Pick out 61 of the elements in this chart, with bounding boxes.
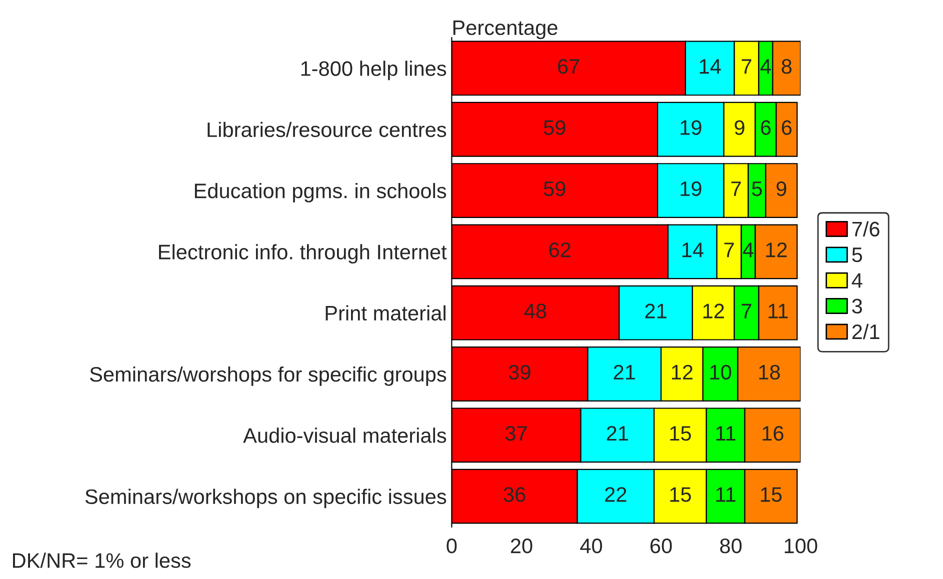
x-tick-label: 80: [720, 538, 742, 554]
legend-label: 4: [852, 273, 862, 288]
data-label: 7: [731, 182, 741, 196]
data-label: 36: [504, 487, 526, 502]
x-tick-label: 100: [784, 538, 818, 554]
data-label: 10: [710, 364, 732, 380]
legend-label: 2/1: [852, 324, 880, 340]
data-label: 7: [724, 242, 734, 258]
data-label: 11: [768, 304, 788, 318]
data-label: 16: [762, 426, 784, 441]
y-tick-label: Seminars/workshops on specific issues: [85, 488, 446, 508]
data-label: 4: [760, 59, 771, 74]
data-label: 12: [703, 304, 724, 318]
data-label: 59: [544, 120, 566, 135]
data-label: 15: [760, 487, 782, 502]
data-label: 12: [766, 242, 787, 258]
data-label: 18: [759, 364, 780, 380]
data-label: 19: [680, 181, 702, 196]
y-tick-label: Audio-visual materials: [243, 428, 446, 443]
data-label: 37: [505, 426, 527, 441]
data-label: 11: [716, 487, 736, 502]
data-label: 21: [645, 304, 666, 318]
data-label: 14: [682, 242, 704, 258]
y-tick-label: Libraries/resource centres: [208, 122, 446, 138]
data-label: 21: [614, 364, 635, 380]
data-label: 9: [776, 181, 786, 196]
data-label: 11: [716, 426, 736, 441]
x-tick-label: 20: [510, 538, 532, 554]
data-label: 4: [742, 242, 754, 258]
data-label: 12: [672, 364, 693, 380]
data-label: 7: [742, 304, 752, 318]
text: DK/NR= 1% or less: [13, 552, 191, 568]
data-label: 6: [782, 120, 792, 135]
data-label: 8: [782, 59, 792, 74]
y-tick-label: Education pgms. in schools: [194, 182, 446, 202]
y-tick-label: Electronic info. through Internet: [159, 244, 447, 264]
data-label: 19: [680, 120, 702, 135]
x-tick-label: 0: [446, 538, 457, 554]
data-label: 59: [544, 181, 566, 196]
data-label: 48: [524, 304, 546, 318]
x-tick-label: 40: [580, 538, 602, 554]
data-label: 39: [508, 364, 530, 380]
data-label: 21: [606, 426, 628, 441]
y-tick-label: Print material: [326, 305, 446, 321]
y-tick-label: 1-800 help lines: [301, 60, 446, 80]
data-label: 6: [760, 120, 771, 135]
data-label: 15: [670, 426, 691, 441]
chart-title: Percentage: [453, 20, 558, 40]
data-label: 7: [742, 59, 752, 74]
data-label: 14: [700, 59, 721, 74]
data-label: 22: [605, 487, 626, 502]
data-label: 62: [549, 242, 570, 258]
y-tick-label: Seminars/worshops for specific groups: [90, 366, 446, 386]
legend-label: 3: [852, 298, 862, 314]
legend-label: 5: [852, 248, 862, 262]
data-label: 15: [670, 487, 691, 502]
data-label: 9: [734, 120, 744, 135]
legend-label: 7/6: [852, 221, 880, 237]
data-label: 5: [752, 182, 762, 196]
data-label: 67: [558, 59, 580, 74]
x-tick-label: 60: [650, 538, 672, 554]
